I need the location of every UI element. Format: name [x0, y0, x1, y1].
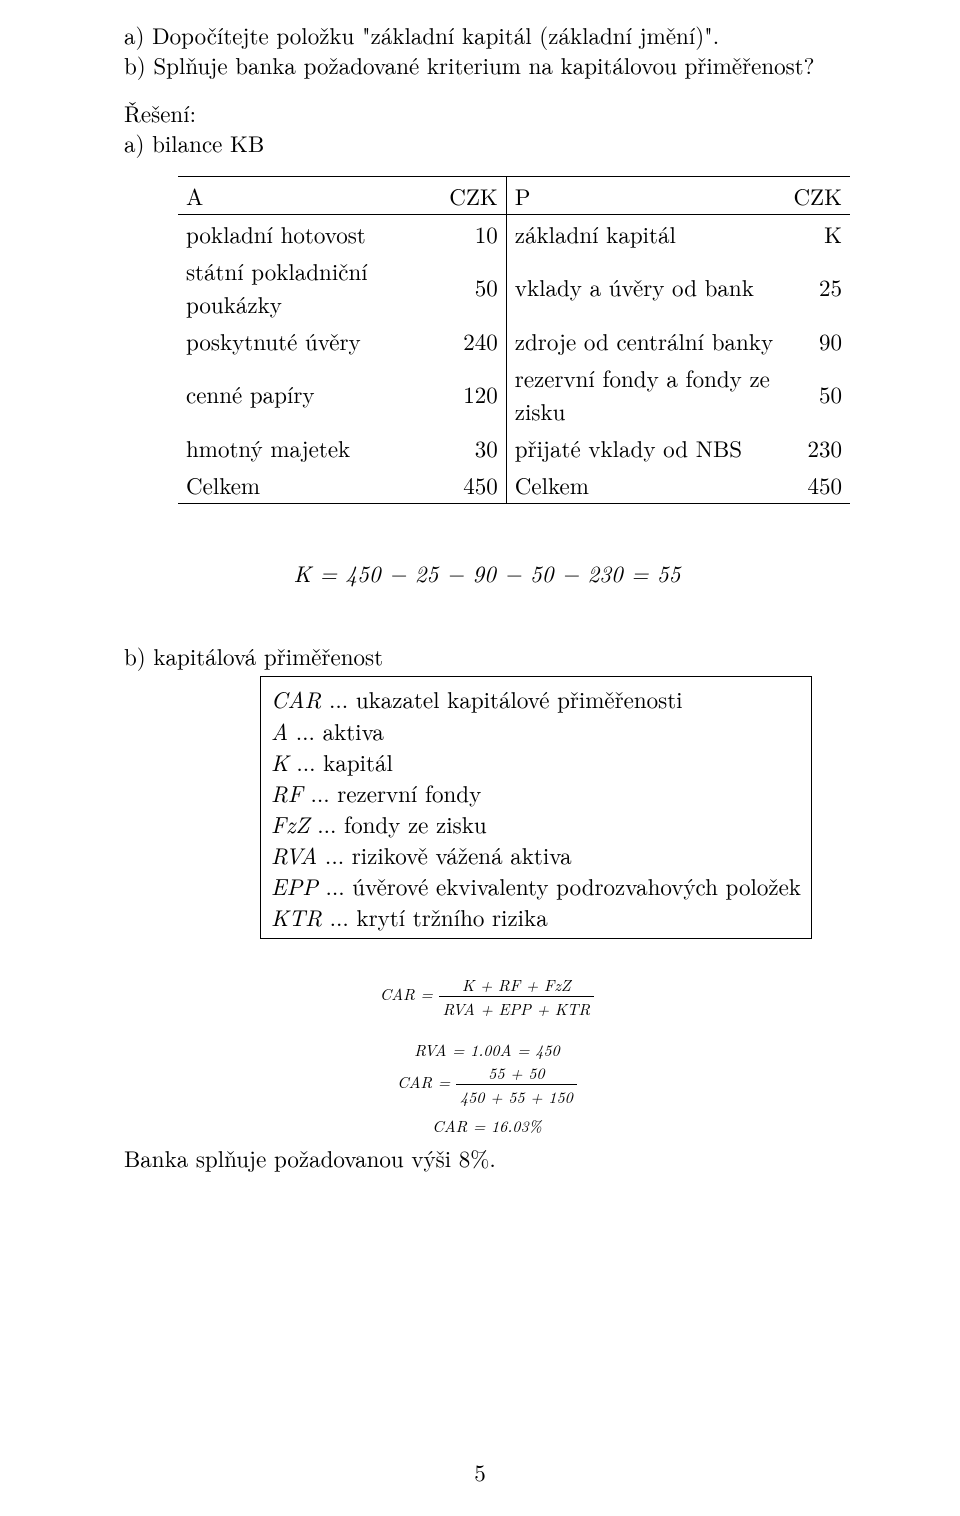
cell: 10 [441, 214, 506, 252]
def-row: FzZ ... fondy ze zisku [271, 808, 801, 839]
table-row: cenné papíry 120 rezervní fondy a fondy … [178, 359, 850, 429]
hdr-czk-left: CZK [441, 176, 506, 214]
cell: 450 [785, 466, 850, 504]
def-sym: RF [271, 776, 303, 809]
cell: Celkem [506, 466, 785, 504]
equation-rva: RVA = 1.00A = 450 [247, 1038, 727, 1061]
cell: základní kapitál [506, 214, 785, 252]
eq-lhs: CAR = [397, 1070, 450, 1093]
cell: 30 [441, 429, 506, 466]
def-row: EPP ... úvěrové ekvivalenty podrozvahový… [271, 870, 801, 901]
definitions-box-wrap: CAR ... ukazatel kapitálové přiměřenosti… [260, 676, 850, 938]
def-text: ... kapitál [289, 745, 393, 778]
balance-table: A CZK P CZK pokladní hotovost 10 základn… [178, 176, 850, 504]
fraction: 55 + 50 450 + 55 + 150 [456, 1061, 577, 1108]
table-header-row: A CZK P CZK [178, 176, 850, 214]
eq-lhs: CAR = [380, 982, 433, 1005]
cell: hmotný majetek [178, 429, 441, 466]
def-row: RF ... rezervní fondy [271, 777, 801, 808]
cell: poskytnuté úvěry [178, 322, 441, 359]
table-row: poskytnuté úvěry 240 zdroje od centrální… [178, 322, 850, 359]
def-text: ... úvěrové ekvivalenty podrozvahových p… [318, 869, 801, 902]
hdr-a: A [178, 176, 441, 214]
equation-k: K = 450 − 25 − 90 − 50 − 230 = 55 [124, 556, 850, 589]
cell: 450 [441, 466, 506, 504]
equation-car-numeric: CAR = 55 + 50 450 + 55 + 150 [247, 1061, 727, 1108]
frac-den: 450 + 55 + 150 [456, 1084, 577, 1108]
hdr-p: P [506, 176, 785, 214]
cell: Celkem [178, 466, 441, 504]
cell: rezervní fondy a fondy ze zisku [506, 359, 785, 429]
table-row: pokladní hotovost 10 základní kapitál K [178, 214, 850, 252]
part-b-label: b) kapitálová přiměřenost [124, 641, 850, 671]
def-text: ... rezervní fondy [303, 776, 481, 809]
cell: K [785, 214, 850, 252]
def-sym: FzZ [271, 807, 310, 840]
table-row: hmotný majetek 30 přijaté vklady od NBS … [178, 429, 850, 466]
hdr-czk-right: CZK [785, 176, 850, 214]
def-sym: EPP [271, 869, 318, 902]
cell: pokladní hotovost [178, 214, 441, 252]
cell: cenné papíry [178, 359, 441, 429]
question-b: b) Splňuje banka požadované kriterium na… [124, 50, 850, 80]
def-sym: K [271, 745, 289, 778]
def-text: ... krytí tržního rizika [322, 900, 548, 933]
cell: zdroje od centrální banky [506, 322, 785, 359]
def-text: ... ukazatel kapitálové přiměřenosti [321, 682, 682, 715]
table-row-total: Celkem 450 Celkem 450 [178, 466, 850, 504]
cell: 230 [785, 429, 850, 466]
equation-car-def: CAR = K + RF + FzZ RVA + EPP + KTR [247, 973, 727, 1020]
cell: 50 [441, 252, 506, 322]
solution-heading: Řešení: [124, 98, 850, 128]
def-row: K ... kapitál [271, 746, 801, 777]
cell: 240 [441, 322, 506, 359]
part-a-label: a) bilance KB [124, 128, 850, 158]
def-text: ... fondy ze zisku [310, 807, 487, 840]
def-row: KTR ... krytí tržního rizika [271, 901, 801, 932]
frac-den: RVA + EPP + KTR [439, 996, 595, 1020]
table-row: státní pokladniční poukázky 50 vklady a … [178, 252, 850, 322]
def-sym: RVA [271, 838, 317, 871]
fraction: K + RF + FzZ RVA + EPP + KTR [439, 973, 595, 1020]
cell: 120 [441, 359, 506, 429]
def-row: A ... aktiva [271, 715, 801, 746]
def-text: ... aktiva [288, 714, 384, 747]
page-number: 5 [0, 1455, 960, 1488]
cell: vklady a úvěry od bank [506, 252, 785, 322]
def-row: CAR ... ukazatel kapitálové přiměřenosti [271, 683, 801, 714]
conclusion: Banka splňuje požadovanou výši 8%. [124, 1143, 850, 1173]
equation-car-result: CAR = 16.03% [247, 1114, 727, 1137]
def-row: RVA ... rizikově vážená aktiva [271, 839, 801, 870]
def-sym: A [271, 714, 288, 747]
definitions-box: CAR ... ukazatel kapitálové přiměřenosti… [260, 676, 812, 938]
frac-num: K + RF + FzZ [439, 973, 595, 996]
frac-num: 55 + 50 [456, 1061, 577, 1084]
cell: státní pokladniční poukázky [178, 252, 441, 322]
def-sym: KTR [271, 900, 322, 933]
def-text: ... rizikově vážená aktiva [317, 838, 571, 871]
cell: přijaté vklady od NBS [506, 429, 785, 466]
def-sym: CAR [271, 682, 321, 715]
question-a: a) Dopočítejte položku "základní kapitál… [124, 20, 850, 50]
page: a) Dopočítejte položku "základní kapitál… [0, 0, 960, 1516]
cell: 25 [785, 252, 850, 322]
cell: 50 [785, 359, 850, 429]
cell: 90 [785, 322, 850, 359]
